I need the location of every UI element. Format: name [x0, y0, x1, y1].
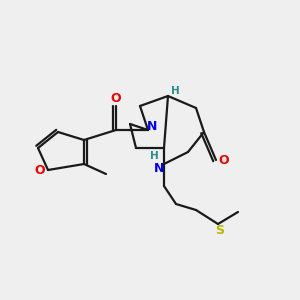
Text: H: H — [171, 86, 179, 96]
Text: N: N — [147, 121, 157, 134]
Text: S: S — [215, 224, 224, 238]
Text: H: H — [150, 151, 158, 161]
Text: N: N — [154, 163, 164, 176]
Text: O: O — [35, 164, 45, 176]
Text: O: O — [111, 92, 121, 106]
Text: O: O — [219, 154, 229, 166]
